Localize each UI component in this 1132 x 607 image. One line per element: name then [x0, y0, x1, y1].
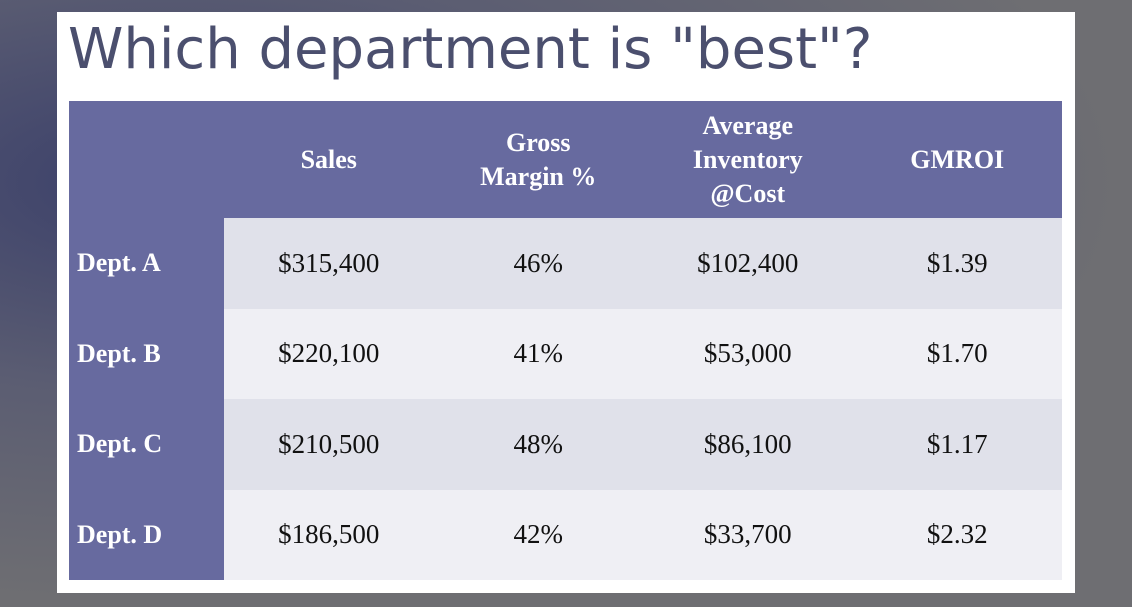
table-cell: $1.70 — [852, 308, 1062, 399]
table-cell: $315,400 — [224, 218, 434, 309]
row-label: Dept. B — [69, 308, 224, 399]
table-cell: $186,500 — [224, 489, 434, 580]
table-cell: 48% — [433, 399, 643, 490]
slide: Which department is "best"? Sales Gross M… — [57, 12, 1075, 593]
table-cell: $33,700 — [643, 489, 853, 580]
column-header: Sales — [224, 101, 434, 218]
table-cell: $2.32 — [852, 489, 1062, 580]
table-cell: 42% — [433, 489, 643, 580]
table-cell: $210,500 — [224, 399, 434, 490]
table-cell: $53,000 — [643, 308, 853, 399]
table-cell: 46% — [433, 218, 643, 309]
corner-cell — [69, 101, 224, 218]
column-header: GMROI — [852, 101, 1062, 218]
row-label: Dept. A — [69, 218, 224, 309]
table-cell: $86,100 — [643, 399, 853, 490]
row-label: Dept. C — [69, 399, 224, 490]
table-cell: $1.17 — [852, 399, 1062, 490]
column-header: Gross Margin % — [433, 101, 643, 218]
table-cell: 41% — [433, 308, 643, 399]
table-cell: $102,400 — [643, 218, 853, 309]
title: Which department is "best"? — [68, 17, 873, 82]
row-label: Dept. D — [69, 489, 224, 580]
table: Sales Gross Margin % Average Inventory @Co… — [69, 101, 1062, 580]
table-cell: $1.39 — [852, 218, 1062, 309]
table-cell: $220,100 — [224, 308, 434, 399]
column-header: Average Inventory @Cost — [643, 101, 853, 218]
